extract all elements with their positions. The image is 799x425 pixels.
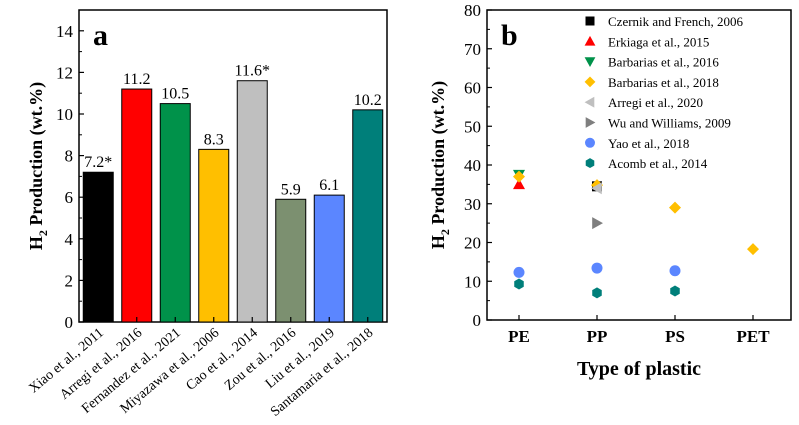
bar-4 [198,148,230,323]
legend-marker [585,16,595,26]
bar-5 [236,80,268,323]
y-tick-label-a: 14 [56,22,74,41]
bar-value-label: 7.2* [84,154,112,171]
point-hexagon [670,285,680,297]
legend-label: Barbarias et al., 2018 [608,75,719,90]
legend-label: Wu and Williams, 2009 [608,116,731,131]
panel-a-frame [78,9,388,323]
y-tick-label-a: 2 [65,271,74,290]
legend-label: Arregi et al., 2020 [608,95,703,110]
legend-marker [584,57,596,67]
y-tick-label-b: 60 [464,79,481,98]
legend-label: Yao et al., 2018 [608,136,689,151]
panel-b: 0 10 20 30 40 50 60 70 80 PE PP PS PET Type of plasti… [464,1,792,380]
legend-label: Barbarias et al., 2016 [608,55,719,70]
panel-a-label: a [93,19,108,52]
y-axis-label-b: H2 Production (wt.%) [428,81,452,249]
point-triangle-left [591,182,602,195]
point-diamond [513,170,525,183]
legend-marker [585,117,596,128]
y-tick-label-a: 12 [56,63,73,82]
point-circle [513,266,525,278]
bar-value-label: 6.1 [319,177,339,194]
x-axis-label-b: Type of plastic [577,358,701,380]
y-axis-label-a: H2 Production (wt.%) [26,82,50,250]
point-hexagon [592,287,602,299]
bar-value-label: 5.9 [281,181,301,198]
bar-6 [275,198,307,323]
point-hexagon [514,278,524,290]
bar-2 [121,88,153,323]
y-axis-label-a-main: H [26,236,46,250]
legend-marker [585,137,595,148]
y-tick-label-b: 70 [464,40,481,59]
y-axis-label-b-sub: 2 [438,229,452,235]
legend-label: Acomb et al., 2014 [608,156,708,171]
y-tick-label-a: 4 [65,230,74,249]
y-tick-label-b: 50 [464,117,481,136]
point-diamond [669,201,681,214]
y-tick-label-b: 0 [473,311,482,330]
bar-8 [352,109,384,323]
point-triangle-right [592,217,603,230]
legend-marker [584,76,596,88]
bar-1 [82,171,114,323]
legend-label: Erkiaga et al., 2015 [608,34,709,49]
legend-marker [585,158,595,169]
bar-value-label: 10.5 [161,86,189,103]
point-circle [591,262,603,274]
legend-marker [584,96,595,108]
y-axis-label-b-rest: Production (wt.%) [428,81,449,229]
point-diamond [747,243,759,256]
y-axis-label-a-sub: 2 [36,230,50,236]
point-circle [669,265,681,277]
y-tick-label-a: 8 [65,147,74,166]
bar-value-label: 8.3 [204,131,224,148]
point-triangle-up [513,178,525,190]
y-tick-label-a: 6 [65,188,74,207]
x-tick-label-b: PE [508,327,530,346]
y-tick-label-b: 80 [464,1,481,20]
bar-7 [313,194,345,323]
legend-marker [584,35,596,46]
y-tick-label-a: 10 [56,105,73,124]
x-tick-label-b: PET [736,327,770,346]
y-tick-label-b: 10 [464,272,481,291]
bar-value-label: 11.2 [123,71,150,88]
y-tick-label-b: 30 [464,195,481,214]
panel-b-label: b [501,19,518,52]
y-tick-label-b: 20 [464,234,481,253]
x-tick-label-b: PS [665,327,685,346]
bar-value-label: 10.2 [354,92,382,109]
y-tick-label-a: 0 [65,313,74,332]
y-tick-label-b: 40 [464,156,481,175]
bar-value-label: 11.6* [235,63,270,80]
x-tick-label-b: PP [587,327,608,346]
bar-3 [159,103,191,323]
legend-label: Czernik and French, 2006 [608,14,744,29]
y-axis-label-a-rest: Production (wt.%) [26,82,47,230]
y-axis-label-b-main: H [428,235,448,249]
